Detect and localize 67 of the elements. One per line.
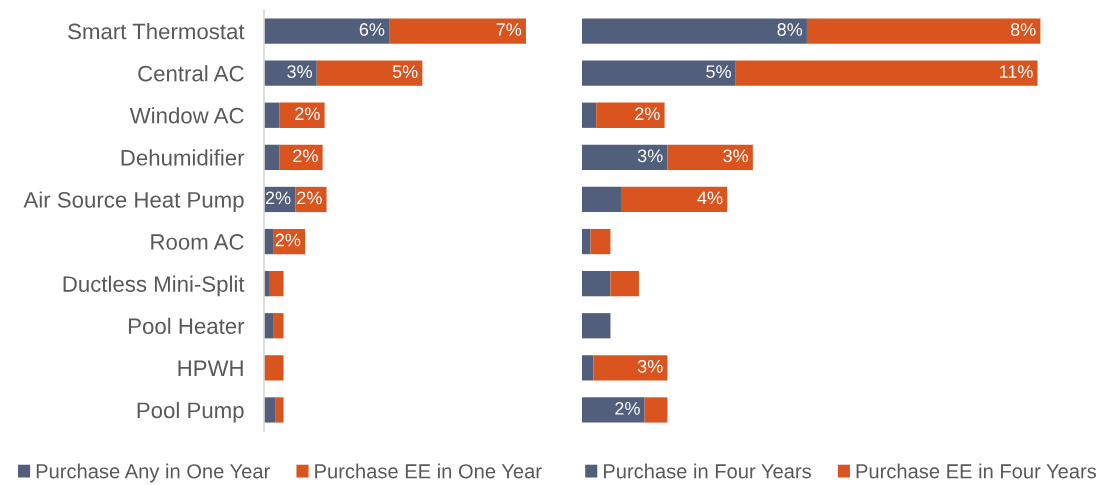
bar	[264, 313, 274, 339]
legend-label: Purchase Any in One Year	[36, 463, 270, 483]
data-label: 4%	[697, 191, 723, 205]
bar	[275, 397, 284, 423]
data-label: 5%	[706, 65, 731, 78]
bar	[621, 186, 728, 213]
y-tick-label: Room AC	[151, 234, 244, 250]
bar	[264, 60, 317, 86]
data-label: 5%	[392, 65, 418, 78]
data-label: 2%	[275, 233, 301, 247]
y-tick-label: Ductless Mini-Split	[63, 275, 245, 297]
data-label: 3%	[287, 65, 312, 78]
data-label: 8%	[777, 23, 803, 36]
y-tick-label: HPWH	[178, 360, 243, 376]
y-tick-label: Window AC	[129, 107, 244, 124]
data-label: 7%	[496, 23, 522, 36]
data-label: 11%	[999, 65, 1033, 78]
bar	[264, 144, 280, 170]
bar	[582, 397, 645, 423]
data-label: 2%	[635, 107, 660, 121]
bar	[582, 102, 597, 128]
bar	[389, 18, 526, 44]
bar	[582, 60, 736, 86]
bar	[644, 397, 668, 423]
bar	[735, 60, 1038, 86]
legend-label: Purchase EE in One Year	[315, 463, 542, 479]
bar	[269, 271, 284, 297]
bar	[667, 144, 753, 170]
data-label: 2%	[265, 191, 291, 205]
data-label: 2%	[615, 402, 640, 415]
data-label: 3%	[723, 149, 749, 163]
y-tick-label: Dehumidifier	[121, 149, 245, 166]
bar	[593, 355, 668, 381]
data-label: 2%	[295, 107, 320, 121]
data-label: 3%	[637, 359, 663, 373]
bar	[264, 355, 284, 381]
legend-label: Purchase EE in Four Years	[856, 463, 1097, 479]
bar	[279, 102, 325, 128]
bar	[582, 355, 594, 381]
bar	[264, 18, 390, 44]
bar	[264, 102, 280, 128]
legend-label: Purchase in Four Years	[603, 463, 811, 479]
bar	[273, 313, 284, 339]
data-label: 2%	[297, 191, 322, 205]
bar	[596, 102, 665, 128]
bar	[590, 228, 611, 255]
bar	[582, 186, 622, 213]
bar	[279, 144, 323, 170]
bar	[264, 228, 274, 255]
bar	[582, 18, 807, 44]
bar	[806, 18, 1041, 44]
y-tick-label: Pool Pump	[137, 401, 244, 423]
data-label: 2%	[293, 149, 318, 163]
y-tick-label: Pool Heater	[129, 317, 245, 335]
bar	[582, 144, 668, 170]
data-label: 3%	[637, 149, 663, 163]
data-label: 6%	[359, 23, 385, 36]
y-tick-label: Smart Thermostat	[68, 23, 245, 40]
bar	[264, 397, 276, 423]
bar	[316, 60, 423, 86]
bar	[582, 228, 591, 255]
bar	[582, 271, 611, 297]
y-tick-label: Central AC	[138, 65, 244, 82]
y-tick-label: Air Source Heat Pump	[23, 191, 244, 213]
bar	[582, 313, 611, 339]
bar	[610, 271, 639, 297]
data-label: 8%	[1010, 23, 1036, 36]
